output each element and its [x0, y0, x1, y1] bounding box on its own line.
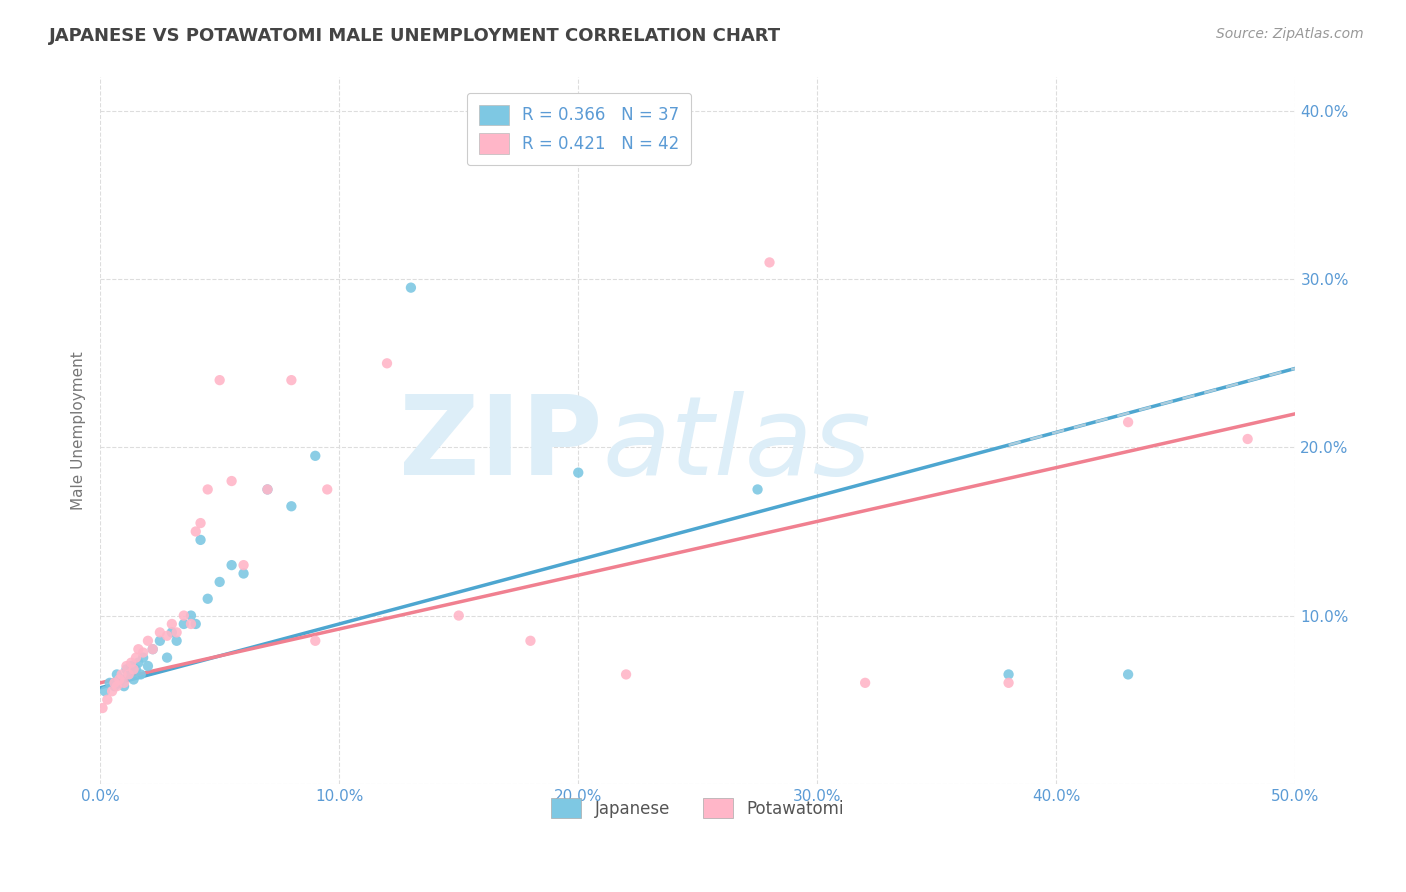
Point — [316, 483, 339, 497]
Point — [136, 659, 159, 673]
Point — [232, 566, 254, 581]
Point — [118, 667, 141, 681]
Point — [221, 558, 243, 573]
Point — [118, 667, 141, 681]
Point — [129, 667, 152, 681]
Point — [125, 650, 148, 665]
Point — [91, 701, 114, 715]
Point — [101, 684, 124, 698]
Point — [94, 684, 117, 698]
Point — [519, 633, 541, 648]
Point — [105, 679, 128, 693]
Point — [115, 659, 138, 673]
Point — [108, 676, 131, 690]
Point — [304, 633, 326, 648]
Point — [108, 673, 131, 687]
Point — [111, 673, 134, 687]
Point — [103, 676, 125, 690]
Point — [127, 642, 149, 657]
Point — [190, 533, 212, 547]
Point — [280, 500, 302, 514]
Text: ZIP: ZIP — [399, 392, 602, 499]
Point — [105, 667, 128, 681]
Point — [112, 679, 135, 693]
Legend: Japanese, Potawatomi: Japanese, Potawatomi — [544, 791, 851, 825]
Point — [166, 625, 188, 640]
Point — [758, 255, 780, 269]
Point — [142, 642, 165, 657]
Point — [256, 483, 278, 497]
Point — [190, 516, 212, 530]
Point — [111, 667, 134, 681]
Point — [221, 474, 243, 488]
Point — [1116, 667, 1139, 681]
Point — [997, 667, 1019, 681]
Point — [173, 608, 195, 623]
Point — [173, 617, 195, 632]
Point — [853, 676, 876, 690]
Point — [115, 662, 138, 676]
Point — [149, 625, 172, 640]
Point — [125, 662, 148, 676]
Point — [132, 646, 155, 660]
Point — [304, 449, 326, 463]
Point — [112, 676, 135, 690]
Y-axis label: Male Unemployment: Male Unemployment — [72, 351, 86, 510]
Point — [103, 679, 125, 693]
Point — [567, 466, 589, 480]
Point — [122, 662, 145, 676]
Point — [166, 633, 188, 648]
Point — [614, 667, 637, 681]
Point — [747, 483, 769, 497]
Point — [280, 373, 302, 387]
Point — [197, 483, 219, 497]
Point — [132, 650, 155, 665]
Point — [375, 356, 398, 370]
Point — [156, 650, 179, 665]
Point — [142, 642, 165, 657]
Point — [197, 591, 219, 606]
Point — [208, 373, 231, 387]
Point — [184, 617, 207, 632]
Point — [122, 673, 145, 687]
Point — [1116, 415, 1139, 429]
Point — [997, 676, 1019, 690]
Point — [232, 558, 254, 573]
Point — [136, 633, 159, 648]
Point — [256, 483, 278, 497]
Point — [180, 608, 202, 623]
Point — [120, 659, 142, 673]
Text: JAPANESE VS POTAWATOMI MALE UNEMPLOYMENT CORRELATION CHART: JAPANESE VS POTAWATOMI MALE UNEMPLOYMENT… — [49, 27, 782, 45]
Text: Source: ZipAtlas.com: Source: ZipAtlas.com — [1216, 27, 1364, 41]
Point — [156, 629, 179, 643]
Point — [447, 608, 470, 623]
Point — [127, 656, 149, 670]
Point — [180, 617, 202, 632]
Point — [96, 692, 118, 706]
Point — [160, 625, 183, 640]
Point — [399, 280, 422, 294]
Text: atlas: atlas — [602, 392, 870, 499]
Point — [160, 617, 183, 632]
Point — [98, 676, 121, 690]
Point — [120, 656, 142, 670]
Point — [149, 633, 172, 648]
Point — [208, 574, 231, 589]
Point — [184, 524, 207, 539]
Point — [1236, 432, 1258, 446]
